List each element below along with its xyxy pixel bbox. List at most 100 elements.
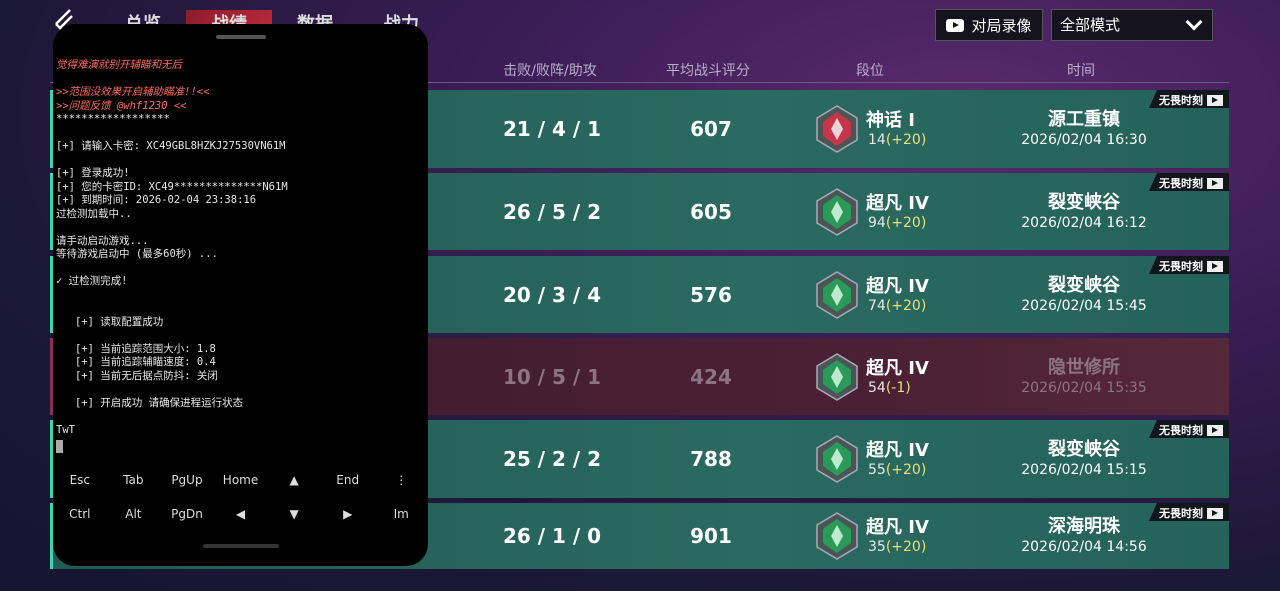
rank-name: 超凡 IV <box>866 275 929 297</box>
terminal-line: [+] 登录成功! <box>56 167 130 179</box>
extra-keys-row-2: Ctrl Alt PgDn ◀ ▼ ▶ Im <box>53 507 428 521</box>
match-time: 2026/02/04 15:35 <box>1021 379 1147 396</box>
match-time: 2026/02/04 15:15 <box>1021 462 1147 478</box>
key-button[interactable]: Ctrl <box>69 507 91 521</box>
key-button[interactable]: ⋮ <box>395 473 408 487</box>
map-name: 隐世修所 <box>1048 356 1120 378</box>
highlight-tag[interactable]: 无畏时刻 <box>1149 173 1229 191</box>
kda: 21 / 4 / 1 <box>502 117 602 141</box>
terminal-line: [+] 当前追踪范围大小: 1.8 <box>56 342 216 355</box>
highlight-label: 无畏时刻 <box>1159 260 1203 273</box>
replay-button[interactable]: 对局录像 <box>935 9 1043 41</box>
points: 94 <box>868 214 886 231</box>
ascendant-rank-badge-icon <box>816 352 858 401</box>
home-indicator <box>203 544 279 548</box>
key-button[interactable]: Tab <box>123 473 144 487</box>
points-delta: (+20) <box>885 539 927 555</box>
drag-handle[interactable] <box>216 35 266 39</box>
terminal-line: ​ <box>56 383 288 397</box>
mode-select[interactable]: 全部模式 <box>1051 9 1213 41</box>
points-delta: (-1) <box>885 379 911 396</box>
column-header-score: 平均战斗评分 <box>666 63 750 79</box>
header-divider <box>50 82 1229 83</box>
terminal-overlay[interactable]: 觉得难演就别开辅瞄和无后​>>范围没效果开启辅助瞄准!!<<>>问题反馈 @wh… <box>53 24 428 566</box>
match-time: 2026/02/04 16:12 <box>1021 214 1147 231</box>
map-name: 裂变峡谷 <box>1048 191 1120 213</box>
highlight-label: 无畏时刻 <box>1159 94 1203 107</box>
kda: 26 / 5 / 2 <box>502 199 602 224</box>
map-name: 裂变峡谷 <box>1048 439 1120 460</box>
terminal-output: 觉得难演就别开辅瞄和无后​>>范围没效果开启辅助瞄准!!<<>>问题反馈 @wh… <box>56 59 288 437</box>
map-name: 裂变峡谷 <box>1048 274 1120 296</box>
highlight-tag[interactable]: 无畏时刻 <box>1149 256 1229 274</box>
terminal-line: 请手动启动游戏... <box>56 234 149 247</box>
terminal-line: ​ <box>56 154 288 168</box>
terminal-line: >>范围没效果开启辅助瞄准!!<< <box>56 86 210 98</box>
terminal-line: ​ <box>56 127 288 141</box>
key-button[interactable]: ▶ <box>343 507 353 521</box>
combat-score: 605 <box>690 199 732 224</box>
key-button[interactable]: ▲ <box>289 473 299 487</box>
highlight-label: 无畏时刻 <box>1159 507 1203 520</box>
terminal-line: 觉得难演就别开辅瞄和无后 <box>56 59 182 71</box>
rank-points: 94(+20) <box>868 215 926 231</box>
video-icon <box>1207 507 1223 519</box>
highlight-label: 无畏时刻 <box>1159 424 1203 437</box>
key-button[interactable]: PgUp <box>171 473 203 487</box>
ascendant-rank-badge-icon <box>816 435 858 483</box>
chevron-down-icon <box>1185 13 1203 31</box>
ascendant-rank-badge-icon <box>816 270 858 319</box>
highlight-tag[interactable]: 无畏时刻 <box>1149 503 1229 521</box>
terminal-line: ​ <box>56 410 288 424</box>
column-header-time: 时间 <box>1067 63 1095 79</box>
kda: 20 / 3 / 4 <box>502 282 602 307</box>
terminal-line: [+] 当前无后据点防抖: 关闭 <box>56 369 218 382</box>
key-button[interactable]: Im <box>393 507 409 521</box>
terminal-line: [+] 开启成功 请确保进程运行状态 <box>56 396 244 409</box>
video-icon <box>1207 424 1223 436</box>
match-time: 2026/02/04 15:45 <box>1021 297 1147 314</box>
terminal-line: ✓ 过检测完成! <box>56 275 128 287</box>
combat-score: 901 <box>690 524 732 548</box>
highlight-label: 无畏时刻 <box>1159 177 1203 190</box>
video-icon <box>1207 260 1223 272</box>
key-button[interactable]: Alt <box>125 507 142 521</box>
rank-name: 超凡 IV <box>866 517 929 538</box>
points-delta: (+20) <box>885 214 927 231</box>
column-header-rank: 段位 <box>856 63 884 79</box>
terminal-line: ​ <box>56 73 288 87</box>
terminal-line: 过检测加载中.. <box>56 207 132 220</box>
key-button[interactable]: Home <box>222 473 259 487</box>
points: 54 <box>868 379 886 396</box>
combat-score: 788 <box>690 447 732 471</box>
highlight-tag[interactable]: 无畏时刻 <box>1149 90 1229 108</box>
terminal-line: [+] 当前追踪辅瞄速度: 0.4 <box>56 356 216 368</box>
rank-points: 14(+20) <box>868 132 926 148</box>
key-button[interactable]: PgDn <box>171 507 203 521</box>
points-delta: (+20) <box>885 297 927 314</box>
rank-points: 35(+20) <box>868 539 926 555</box>
map-name: 源工重镇 <box>1048 109 1120 130</box>
mode-select-value: 全部模式 <box>1060 16 1121 34</box>
key-button[interactable]: End <box>336 473 360 487</box>
rank-name: 神话 I <box>866 110 915 131</box>
key-button[interactable]: Esc <box>69 473 90 487</box>
extra-keys-row-1: Esc Tab PgUp Home ▲ End ⋮ <box>53 473 428 487</box>
rank-points: 54(-1) <box>868 380 911 396</box>
video-icon <box>1207 94 1223 106</box>
key-button[interactable]: ▼ <box>289 507 299 521</box>
terminal-line: ​ <box>56 221 288 235</box>
rank-name: 超凡 IV <box>866 192 929 214</box>
replay-label: 对局录像 <box>971 16 1032 35</box>
kda: 10 / 5 / 1 <box>502 364 602 389</box>
terminal-line: [+] 请输入卡密: XC49GBL8HZKJ27530VN61M <box>56 140 286 152</box>
terminal-line: [+] 您的卡密ID: XC49**************N61M <box>56 180 288 193</box>
rank-name: 超凡 IV <box>866 357 929 379</box>
map-name: 深海明珠 <box>1048 516 1120 537</box>
terminal-line: ​ <box>56 302 288 316</box>
key-button[interactable]: ◀ <box>235 507 246 521</box>
highlight-tag[interactable]: 无畏时刻 <box>1149 420 1229 438</box>
terminal-line: >>问题反馈 @whf1230 << <box>56 99 187 112</box>
terminal-line: 等待游戏启动中 (最多60秒) ... <box>56 248 218 260</box>
combat-score: 607 <box>690 117 732 141</box>
